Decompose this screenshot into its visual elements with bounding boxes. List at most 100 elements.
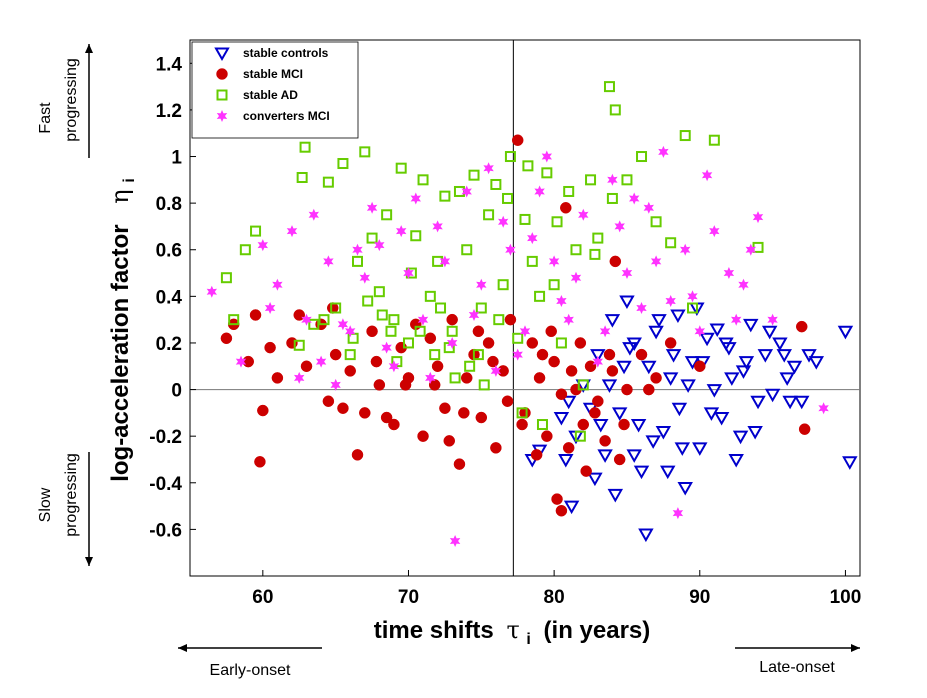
y-tick-label: 0.2: [156, 334, 182, 355]
data-point: [563, 185, 575, 197]
data-point: [425, 371, 436, 384]
data-point: [641, 360, 657, 375]
data-point: [651, 314, 667, 328]
legend-marker: [216, 89, 228, 101]
data-point: [589, 407, 601, 419]
legend-label: stable AD: [243, 88, 298, 102]
series-stable-controls: [524, 295, 858, 543]
data-point: [545, 325, 557, 338]
data-point: [264, 302, 276, 314]
data-point: [662, 372, 679, 386]
data-point: [536, 419, 548, 431]
data-point: [460, 372, 473, 384]
data-point: [701, 169, 713, 182]
data-point: [570, 244, 582, 256]
data-point: [694, 325, 705, 338]
data-point: [794, 395, 810, 410]
data-point: [772, 337, 788, 351]
data-point: [399, 379, 412, 391]
data-point: [687, 302, 698, 314]
data-point: [609, 104, 621, 116]
data-point: [527, 232, 538, 245]
data-point: [330, 302, 342, 314]
y-axis-label: log-acceleration factor: [107, 224, 134, 481]
data-point: [526, 337, 539, 349]
data-point: [677, 481, 693, 496]
data-point: [318, 314, 330, 326]
legend-label: stable MCI: [243, 67, 303, 81]
data-point: [606, 192, 618, 204]
slow-label-line1: Slow: [37, 487, 54, 522]
fast-label-line2: progressing: [63, 58, 80, 142]
data-point: [526, 255, 538, 267]
data-point: [808, 356, 825, 370]
data-point: [635, 348, 648, 361]
data-point: [601, 379, 618, 393]
data-point: [534, 185, 545, 198]
data-point: [606, 365, 619, 377]
data-point: [574, 337, 587, 349]
data-point: [648, 325, 664, 340]
data-point: [381, 341, 392, 354]
data-point: [626, 449, 642, 463]
data-point: [672, 507, 684, 520]
data-point: [643, 201, 654, 214]
data-point: [589, 248, 601, 260]
data-point: [560, 395, 577, 410]
fast-label-line1: Fast: [37, 102, 54, 134]
data-point: [330, 378, 341, 391]
data-point: [439, 190, 451, 202]
data-point: [638, 528, 654, 543]
data-point: [449, 535, 461, 547]
data-point: [337, 318, 349, 331]
data-point: [761, 325, 778, 340]
data-point: [257, 239, 268, 252]
data-point: [337, 402, 349, 414]
data-point: [366, 325, 378, 338]
x-axis-title: time shifts τ i (in years): [374, 616, 651, 650]
data-point: [650, 372, 662, 384]
data-point: [577, 379, 589, 391]
data-point: [475, 411, 488, 424]
data-point: [362, 295, 374, 307]
data-point: [837, 325, 854, 340]
data-point: [842, 456, 858, 470]
data-point: [322, 395, 335, 407]
data-point: [555, 388, 568, 400]
data-point: [664, 337, 677, 349]
data-point: [650, 216, 662, 228]
data-point: [709, 225, 720, 238]
data-point: [619, 295, 635, 310]
data-point: [293, 339, 305, 351]
data-point: [680, 379, 696, 393]
data-point: [417, 313, 429, 326]
x-axis-symbol: τ: [506, 616, 519, 644]
legend: stable controls stable MCI stable AD conver…: [191, 41, 359, 139]
data-point: [548, 355, 560, 368]
slow-label-line2: progressing: [63, 453, 80, 537]
data-point: [622, 342, 638, 356]
data-point: [533, 372, 546, 384]
data-point: [388, 418, 400, 431]
data-point: [410, 230, 422, 242]
data-point: [541, 167, 553, 179]
data-point: [403, 267, 414, 279]
data-point: [344, 365, 356, 377]
data-point: [293, 309, 305, 321]
data-point: [743, 318, 759, 333]
data-point: [458, 407, 470, 419]
data-point: [516, 418, 528, 431]
data-point: [767, 313, 778, 326]
data-point: [220, 332, 233, 345]
data-point: [453, 458, 466, 470]
data-point: [395, 162, 407, 174]
data-point: [439, 402, 451, 414]
data-point: [516, 407, 528, 419]
data-point: [665, 237, 677, 249]
data-point: [680, 243, 691, 256]
y-tick-label: 0.6: [156, 241, 182, 262]
y-axis-title: log-acceleration factor η i: [106, 178, 138, 482]
data-points: [206, 81, 858, 547]
data-point: [578, 208, 589, 221]
data-point: [512, 348, 523, 361]
